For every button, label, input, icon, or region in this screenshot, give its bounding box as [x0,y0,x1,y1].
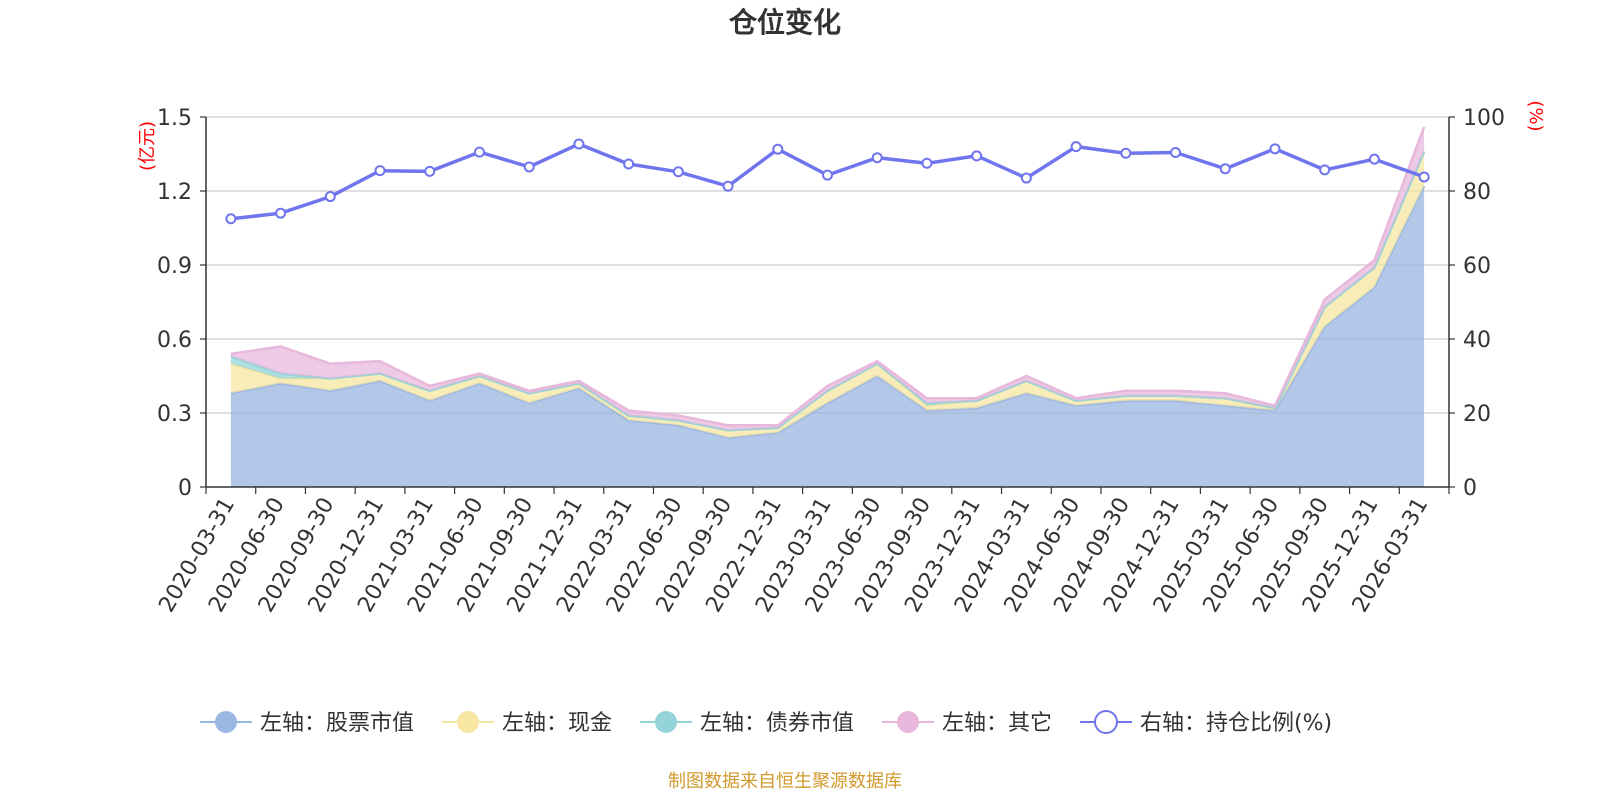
right-tick-label: 20 [1463,402,1491,427]
legend-label: 左轴：现金 [502,711,612,736]
right-axis-unit-label: (%) [1525,100,1546,131]
ratio-point [722,180,734,192]
ratio-point [623,158,635,170]
ratio-point [1120,147,1132,159]
chart-title: 仓位变化 [729,6,841,39]
legend-label: 左轴：股票市值 [260,711,414,736]
left-axis-unit-label: (亿元) [137,121,158,171]
area-top-line [230,126,1426,427]
stacked-areas [230,126,1426,487]
legend-circle-icon [655,711,677,733]
data-source-footer: 制图数据来自恒生聚源数据库 [668,771,902,792]
ratio-point [921,157,933,169]
ratio-line [225,138,1430,225]
legend-label: 左轴：其它 [942,711,1052,736]
ratio-point [374,165,386,177]
left-tick-label: 0.3 [157,402,192,427]
ratio-point [1070,141,1082,153]
ratio-point [1269,143,1281,155]
left-tick-label: 0 [178,476,192,501]
legend-item: 左轴：股票市值 [200,711,414,736]
ratio-point [573,138,585,150]
area-fill [230,186,1425,487]
legend-item: 左轴：其它 [882,711,1052,736]
right-tick-label: 40 [1463,328,1491,353]
ratio-point [424,165,436,177]
legend: 左轴：股票市值 左轴：现金 左轴：债券市值 左轴：其它 右轴：持仓比例(%) [200,710,1332,736]
ratio-point [473,146,485,158]
ratio-point [275,207,287,219]
ratio-point [523,161,535,173]
legend-circle-icon [897,711,919,733]
ratio-point [971,150,983,162]
legend-label: 左轴：债券市值 [700,711,854,736]
left-tick-label: 0.6 [157,328,192,353]
right-tick-label: 0 [1463,476,1477,501]
legend-item: 右轴：持仓比例(%) [1080,710,1332,736]
legend-circle-icon [215,711,237,733]
ratio-point [1219,163,1231,175]
ratio-line-path [230,142,1425,221]
ratio-point [1418,171,1430,183]
ratio-point [1368,153,1380,165]
legend-item: 左轴：现金 [442,711,612,736]
ratio-point [324,191,336,203]
ratio-point [822,169,833,181]
legend-label: 右轴：持仓比例(%) [1140,711,1332,736]
ratio-point [1170,147,1182,159]
left-tick-label: 0.9 [157,254,192,279]
left-tick-label: 1.2 [157,180,192,205]
ratio-point [225,213,237,225]
ratio-point [1319,164,1331,176]
legend-circle-icon [457,711,479,733]
ratio-point [772,143,784,155]
legend-circle-icon [1094,710,1118,734]
ratio-point [1020,172,1032,184]
right-tick-label: 60 [1463,254,1491,279]
ratio-point [871,152,883,164]
left-tick-label: 1.5 [157,106,192,131]
right-tick-label: 80 [1463,180,1491,205]
ratio-point [672,166,684,178]
legend-item: 左轴：债券市值 [640,711,854,736]
right-tick-label: 100 [1463,106,1505,131]
